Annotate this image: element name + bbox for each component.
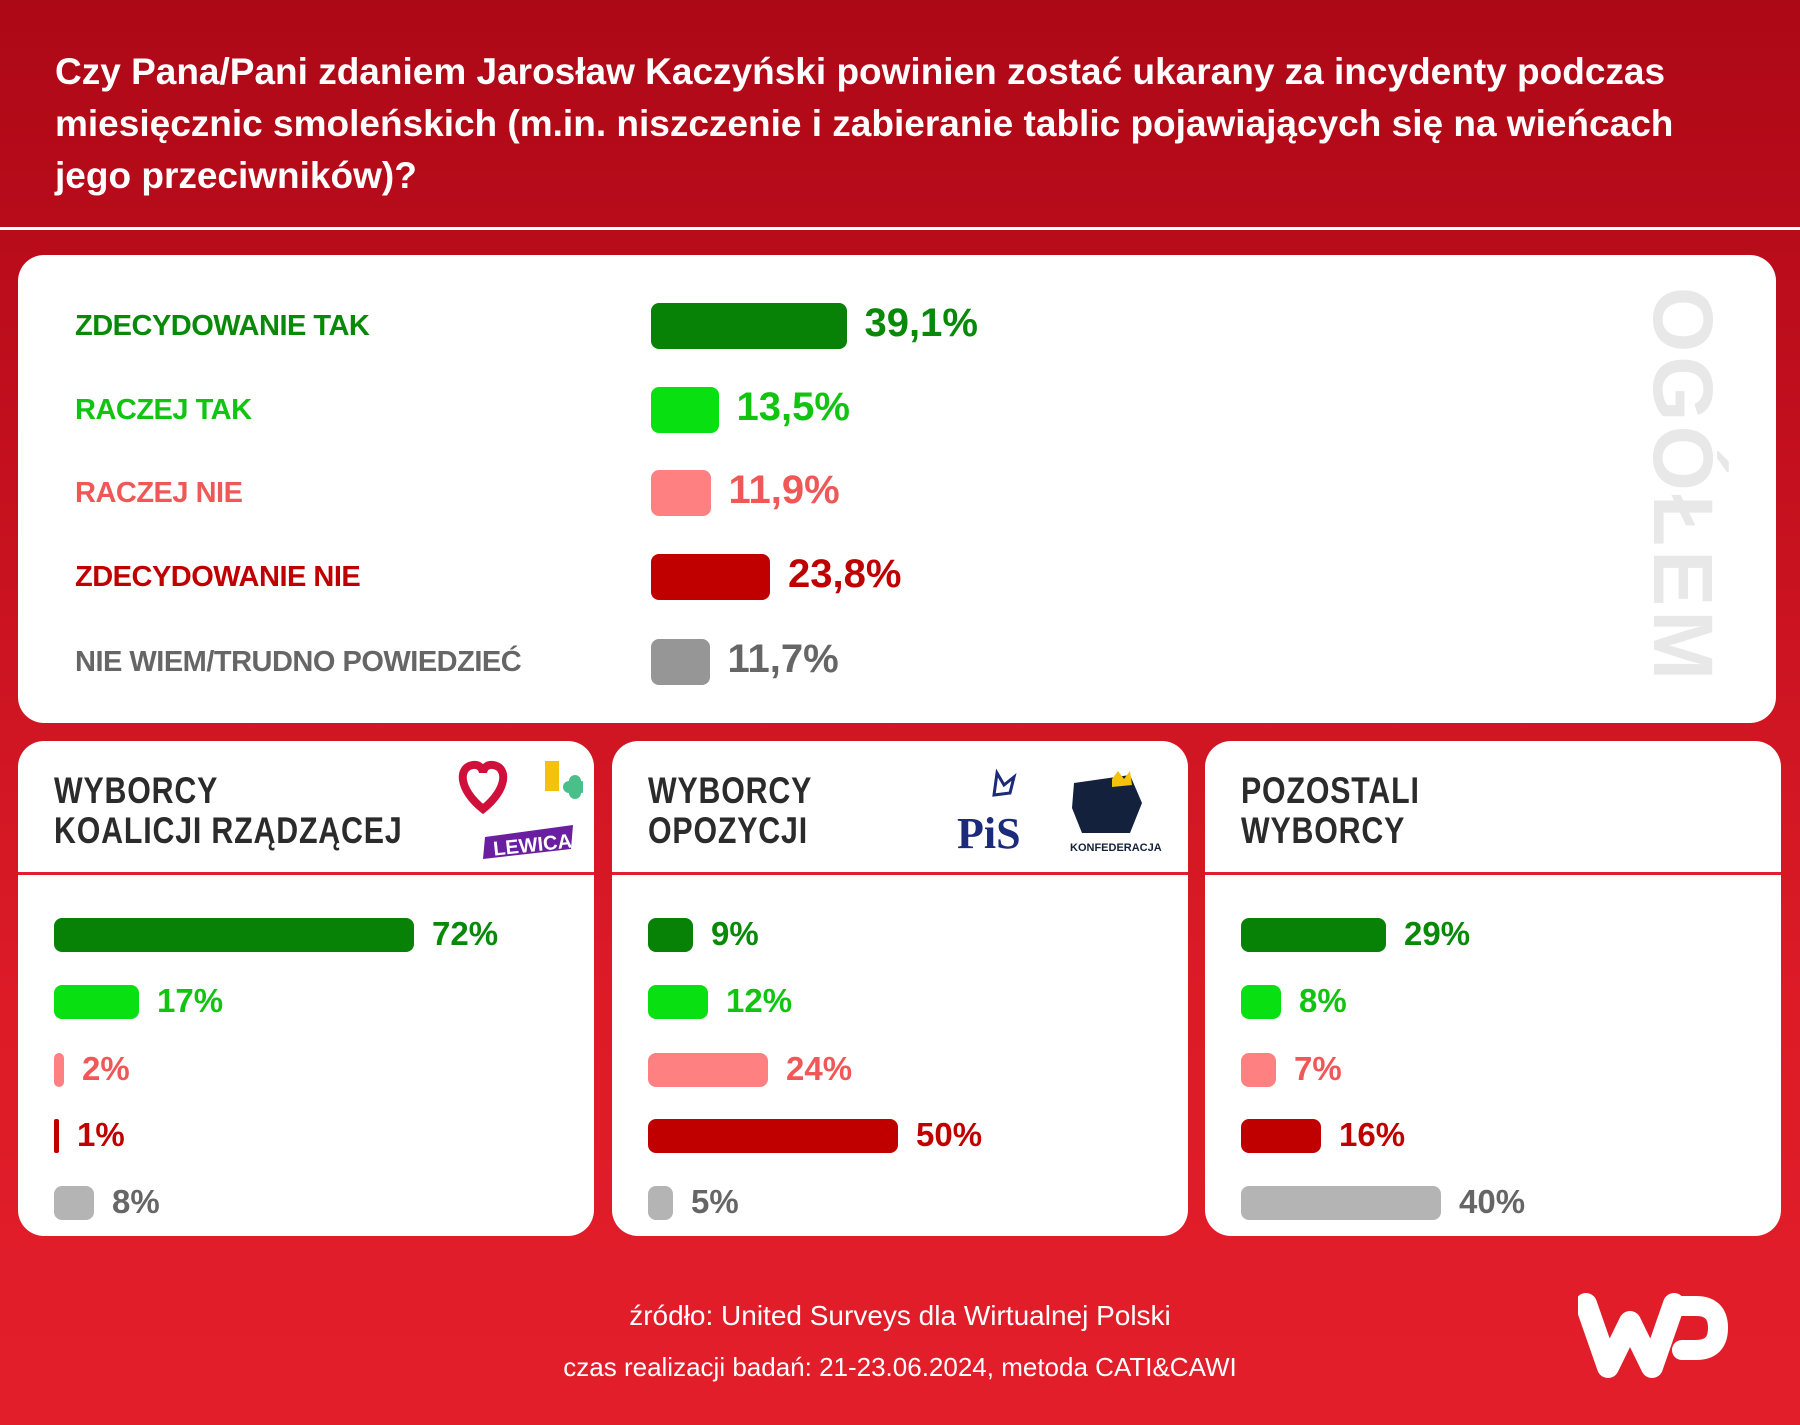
overall-bar — [651, 303, 847, 349]
value-label: 29% — [1404, 915, 1471, 952]
svg-text:KONFEDERACJA: KONFEDERACJA — [1070, 842, 1162, 854]
group-row: 12% — [648, 982, 1168, 1019]
value-label: 24% — [786, 1050, 853, 1087]
overall-bar — [651, 639, 710, 685]
group-row: 2% — [54, 1050, 574, 1087]
category-label: ZDECYDOWANIE NIE — [75, 560, 361, 593]
group-bar — [648, 1053, 768, 1087]
group-bar — [1241, 1119, 1321, 1153]
opposition-logos: PiS KONFEDERACJA — [957, 768, 1162, 858]
group-row: 8% — [54, 1183, 574, 1220]
group-row: 8% — [1241, 982, 1761, 1019]
group-row: 72% — [54, 915, 574, 952]
value-label: 23,8% — [788, 552, 902, 596]
value-label: 13,5% — [736, 385, 850, 429]
panel-divider — [612, 872, 1188, 875]
value-label: 8% — [112, 1183, 160, 1220]
overall-bar — [651, 470, 711, 516]
coalition-voters-panel: WYBORCY KOALICJI RZĄDZĄCEJ LEWICA 72% 17%… — [18, 741, 594, 1236]
value-label: 17% — [157, 982, 224, 1019]
group-row: 7% — [1241, 1050, 1761, 1087]
header-divider — [0, 227, 1800, 230]
svg-text:PiS: PiS — [957, 809, 1021, 858]
overall-row: RACZEJ NIE 11,9% — [18, 468, 1776, 516]
value-label: 39,1% — [864, 301, 978, 345]
panel-title: POZOSTALI WYBORCY — [1241, 770, 1420, 851]
opposition-voters-panel: WYBORCY OPOZYCJI PiS KONFEDERACJA 9% 12% … — [612, 741, 1188, 1236]
overall-row: ZDECYDOWANIE TAK 39,1% — [18, 301, 1776, 349]
wp-logo — [1578, 1293, 1728, 1378]
overall-row: NIE WIEM/TRUDNO POWIEDZIEĆ 11,7% — [18, 637, 1776, 685]
value-label: 12% — [726, 982, 793, 1019]
coalition-logos: LEWICA — [458, 760, 583, 859]
group-bar — [1241, 1186, 1441, 1220]
panel-title: WYBORCY OPOZYCJI — [648, 770, 813, 851]
group-bar — [54, 1053, 64, 1087]
group-bar — [648, 1186, 673, 1220]
group-row: 16% — [1241, 1116, 1761, 1153]
group-row: 29% — [1241, 915, 1761, 952]
overall-panel: OGÓŁEM ZDECYDOWANIE TAK 39,1% RACZEJ TAK … — [18, 255, 1776, 723]
group-bar — [54, 1119, 59, 1153]
group-row: 5% — [648, 1183, 1168, 1220]
group-row: 1% — [54, 1116, 574, 1153]
value-label: 8% — [1299, 982, 1347, 1019]
group-bar — [54, 985, 139, 1019]
panel-title: WYBORCY KOALICJI RZĄDZĄCEJ — [54, 770, 403, 851]
group-bar — [648, 1119, 898, 1153]
group-row: 9% — [648, 915, 1168, 952]
group-bar — [54, 1186, 94, 1220]
category-label: RACZEJ TAK — [75, 393, 252, 426]
value-label: 40% — [1459, 1183, 1526, 1220]
overall-row: ZDECYDOWANIE NIE 23,8% — [18, 552, 1776, 600]
value-label: 2% — [82, 1050, 130, 1087]
group-bar — [648, 985, 708, 1019]
value-label: 11,7% — [727, 637, 839, 681]
category-label: NIE WIEM/TRUDNO POWIEDZIEĆ — [75, 645, 522, 678]
value-label: 9% — [711, 915, 759, 952]
value-label: 7% — [1294, 1050, 1342, 1087]
category-label: ZDECYDOWANIE TAK — [75, 309, 370, 342]
overall-row: RACZEJ TAK 13,5% — [18, 385, 1776, 433]
group-bar — [54, 918, 414, 952]
group-row: 40% — [1241, 1183, 1761, 1220]
category-label: RACZEJ NIE — [75, 476, 243, 509]
value-label: 1% — [77, 1116, 125, 1153]
group-bar — [648, 918, 693, 952]
panel-divider — [18, 872, 594, 875]
group-bar — [1241, 918, 1386, 952]
method-text: czas realizacji badań: 21-23.06.2024, me… — [563, 1352, 1237, 1382]
value-label: 5% — [691, 1183, 739, 1220]
value-label: 50% — [916, 1116, 983, 1153]
overall-bar — [651, 554, 770, 600]
group-bar — [1241, 1053, 1276, 1087]
other-voters-panel: POZOSTALI WYBORCY 29% 8% 7% 16% 40% — [1205, 741, 1781, 1236]
group-row: 24% — [648, 1050, 1168, 1087]
value-label: 11,9% — [728, 468, 840, 512]
value-label: 72% — [432, 915, 499, 952]
group-row: 50% — [648, 1116, 1168, 1153]
value-label: 16% — [1339, 1116, 1406, 1153]
group-bar — [1241, 985, 1281, 1019]
source-text: źródło: United Surveys dla Wirtualnej Po… — [629, 1300, 1171, 1331]
question-title: Czy Pana/Pani zdaniem Jarosław Kaczyński… — [55, 51, 1674, 196]
group-row: 17% — [54, 982, 574, 1019]
overall-bar — [651, 387, 719, 433]
panel-divider — [1205, 872, 1781, 875]
